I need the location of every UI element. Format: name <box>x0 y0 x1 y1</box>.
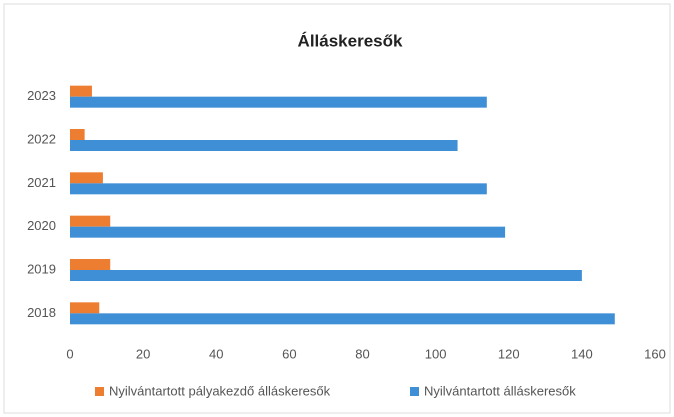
bar <box>70 270 582 281</box>
x-tick-label: 20 <box>136 346 150 361</box>
y-tick-label: 2019 <box>27 261 56 276</box>
y-tick-label: 2022 <box>27 131 56 146</box>
x-tick-label: 60 <box>282 346 296 361</box>
y-tick-label: 2023 <box>27 88 56 103</box>
bar <box>70 302 100 314</box>
legend-label: Nyilvántartott álláskeresők <box>424 383 576 398</box>
bar <box>70 129 85 140</box>
legend-swatch <box>410 387 419 396</box>
bar <box>70 226 506 238</box>
bar <box>70 85 92 97</box>
x-tick-label: 0 <box>66 346 73 361</box>
x-tick-label: 80 <box>355 346 369 361</box>
x-tick-label: 140 <box>571 346 593 361</box>
bar <box>70 140 458 151</box>
bar <box>70 215 111 227</box>
y-tick-label: 2020 <box>27 218 56 233</box>
chart-frame <box>3 3 671 414</box>
bar <box>70 172 103 184</box>
x-tick-label: 100 <box>425 346 447 361</box>
legend-swatch <box>95 387 104 396</box>
bar <box>70 313 615 325</box>
legend-label: Nyilvántartott pályakezdő álláskeresők <box>109 383 331 398</box>
x-tick-label: 120 <box>498 346 520 361</box>
y-tick-label: 2021 <box>27 175 56 190</box>
bar <box>70 259 111 270</box>
bar <box>70 183 487 195</box>
x-tick-label: 40 <box>209 346 223 361</box>
chart-title: Álláskeresők <box>298 31 403 50</box>
y-tick-label: 2018 <box>27 305 56 320</box>
bar <box>70 96 487 108</box>
x-tick-label: 160 <box>644 346 666 361</box>
